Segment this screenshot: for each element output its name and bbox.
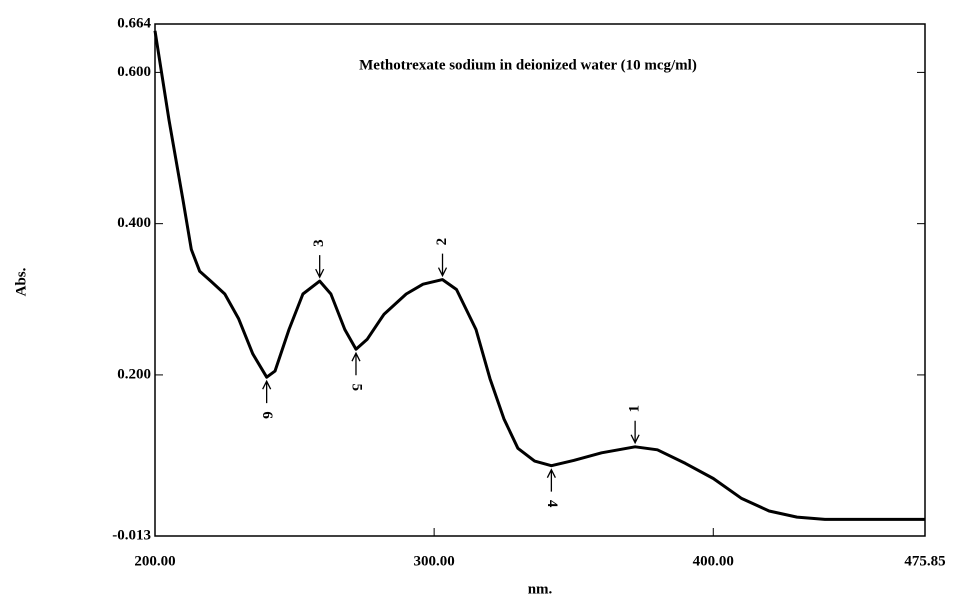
y-tick-label: 0.200 xyxy=(117,366,151,382)
y-tick-label: 0.664 xyxy=(117,15,151,31)
x-tick-label: 475.85 xyxy=(904,553,945,569)
peak-label: 1 xyxy=(627,405,643,413)
chart-title: Methotrexate sodium in deionized water (… xyxy=(359,57,697,73)
peak-arrow xyxy=(437,253,448,278)
y-tick-label: 0.400 xyxy=(117,215,151,231)
y-axis-label: Abs. xyxy=(13,267,29,296)
x-tick-label: 200.00 xyxy=(134,553,175,569)
y-tick-label: -0.013 xyxy=(112,527,151,543)
x-tick-label: 400.00 xyxy=(693,553,734,569)
peak-arrow xyxy=(351,351,361,376)
spectrum-line xyxy=(153,30,925,521)
plot-frame xyxy=(154,23,926,537)
peak-arrow xyxy=(315,255,325,279)
x-tick-label: 300.00 xyxy=(414,553,455,569)
peak-label: 5 xyxy=(349,383,365,391)
y-tick-label: 0.600 xyxy=(117,64,151,80)
peak-label: 4 xyxy=(544,500,560,508)
peak-label: 6 xyxy=(259,411,275,419)
peak-label: 3 xyxy=(311,239,327,247)
peak-arrow xyxy=(630,420,640,445)
peak-arrow xyxy=(546,468,556,492)
x-axis-label: nm. xyxy=(528,581,553,597)
peak-arrow xyxy=(262,379,272,404)
peak-label: 2 xyxy=(434,238,450,246)
